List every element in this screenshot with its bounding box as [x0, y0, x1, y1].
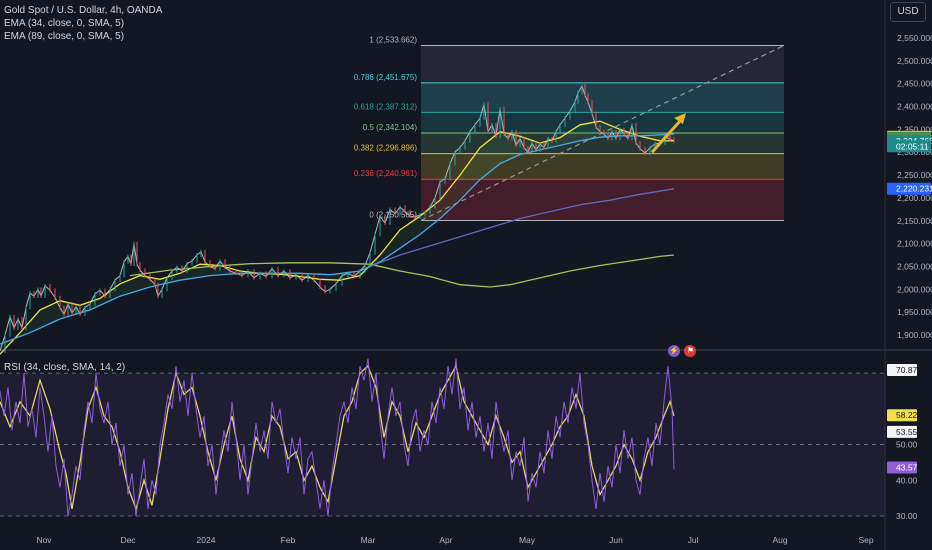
time-tick-label: Apr — [439, 535, 452, 545]
rsi-tick-label: 53.55 — [896, 427, 918, 437]
price-tick-label: 1,900.000 — [897, 330, 932, 340]
series-ema89 — [0, 133, 675, 345]
time-tick-label: Jul — [688, 535, 699, 545]
price-tick-label: 2,500.000 — [897, 56, 932, 66]
rsi-tick-label: 50.00 — [896, 440, 918, 450]
price-tick-label: 2,350.000 — [897, 124, 932, 134]
fib-band-5 — [421, 179, 784, 221]
us-flag-icon[interactable]: ⚑ — [684, 345, 697, 357]
fib-band-1 — [421, 82, 784, 113]
price-tag-label-4: 2,220.231 — [896, 184, 932, 194]
price-tag-3 — [887, 140, 931, 153]
fib-label-6: 0 (2,150.565) — [369, 211, 417, 220]
series-ema-slow — [369, 188, 675, 268]
price-tick-label: 2,450.000 — [897, 79, 932, 89]
price-tick-label: 2,200.000 — [897, 193, 932, 203]
time-tick-label: Mar — [361, 535, 376, 545]
chart-legend: Gold Spot / U.S. Dollar, 4h, OANDA EMA (… — [4, 4, 162, 43]
price-tick-label: 2,550.000 — [897, 33, 932, 43]
rsi-tick-label: 40.00 — [896, 475, 918, 485]
fib-label-2: 0.618 (2,387.312) — [354, 102, 417, 111]
time-tick-label: Sep — [858, 535, 873, 545]
rsi-tick-label: 43.57 — [896, 463, 918, 473]
series-rsi — [0, 358, 675, 517]
ema-34-legend[interactable]: EMA (34, close, 0, SMA, 5) — [4, 18, 125, 29]
price-tag-label-3: 02:05:11 — [896, 141, 929, 151]
price-tick-label: 2,400.000 — [897, 102, 932, 112]
rsi-legend[interactable]: RSI (34, close, SMA, 14, 2) — [4, 362, 126, 373]
fib-band-0 — [421, 45, 784, 83]
time-tick-label: Aug — [772, 535, 787, 545]
symbol-title[interactable]: Gold Spot / U.S. Dollar, 4h, OANDA — [4, 5, 163, 16]
price-tick-label: 2,150.000 — [897, 216, 932, 226]
lightning-icon[interactable]: ⚡ — [668, 345, 680, 357]
fib-label-4: 0.382 (2,296.896) — [354, 144, 417, 153]
fib-label-3: 0.5 (2,342.104) — [363, 123, 418, 132]
rsi-tick-label: 70.87 — [896, 365, 918, 375]
currency-button[interactable]: USD — [890, 2, 926, 22]
price-tag-4 — [887, 182, 931, 195]
time-tick-label: Dec — [120, 535, 136, 545]
fib-label-0: 1 (2,533.662) — [369, 35, 417, 44]
time-tick-label: Jun — [609, 535, 623, 545]
rsi-tag-1 — [887, 409, 917, 422]
series-rsi-ma — [0, 364, 675, 511]
time-tick-label: 2024 — [197, 535, 216, 545]
projection-arrow-head — [674, 113, 686, 124]
fib-label-1: 0.786 (2,451.675) — [354, 73, 417, 82]
series-ema-long — [129, 254, 675, 288]
series-ema34 — [0, 120, 674, 355]
price-tick-label: 1,950.000 — [897, 307, 932, 317]
price-tick-label: 2,100.000 — [897, 239, 932, 249]
price-tick-label: 2,000.000 — [897, 284, 932, 294]
fib-label-5: 0.236 (2,240.961) — [354, 169, 417, 178]
rsi-tag-0 — [887, 364, 917, 376]
rsi-tick-label: 58.22 — [896, 410, 918, 420]
event-icons[interactable]: ⚡ ⚑ — [668, 340, 697, 358]
fib-band-4 — [421, 153, 784, 180]
time-tick-label: Nov — [36, 535, 52, 545]
projection-arrow — [650, 115, 686, 154]
rsi-tag-4 — [887, 461, 917, 474]
time-tick-label: Feb — [281, 535, 296, 545]
rsi-tick-label: 30.00 — [896, 511, 918, 521]
rsi-tag-2 — [887, 425, 917, 438]
ema-89-legend[interactable]: EMA (89, close, 0, SMA, 5) — [4, 31, 125, 42]
series-price — [0, 84, 675, 352]
price-tick-label: 2,050.000 — [897, 261, 932, 271]
time-tick-label: May — [519, 535, 536, 545]
price-tick-label: 2,250.000 — [897, 170, 932, 180]
